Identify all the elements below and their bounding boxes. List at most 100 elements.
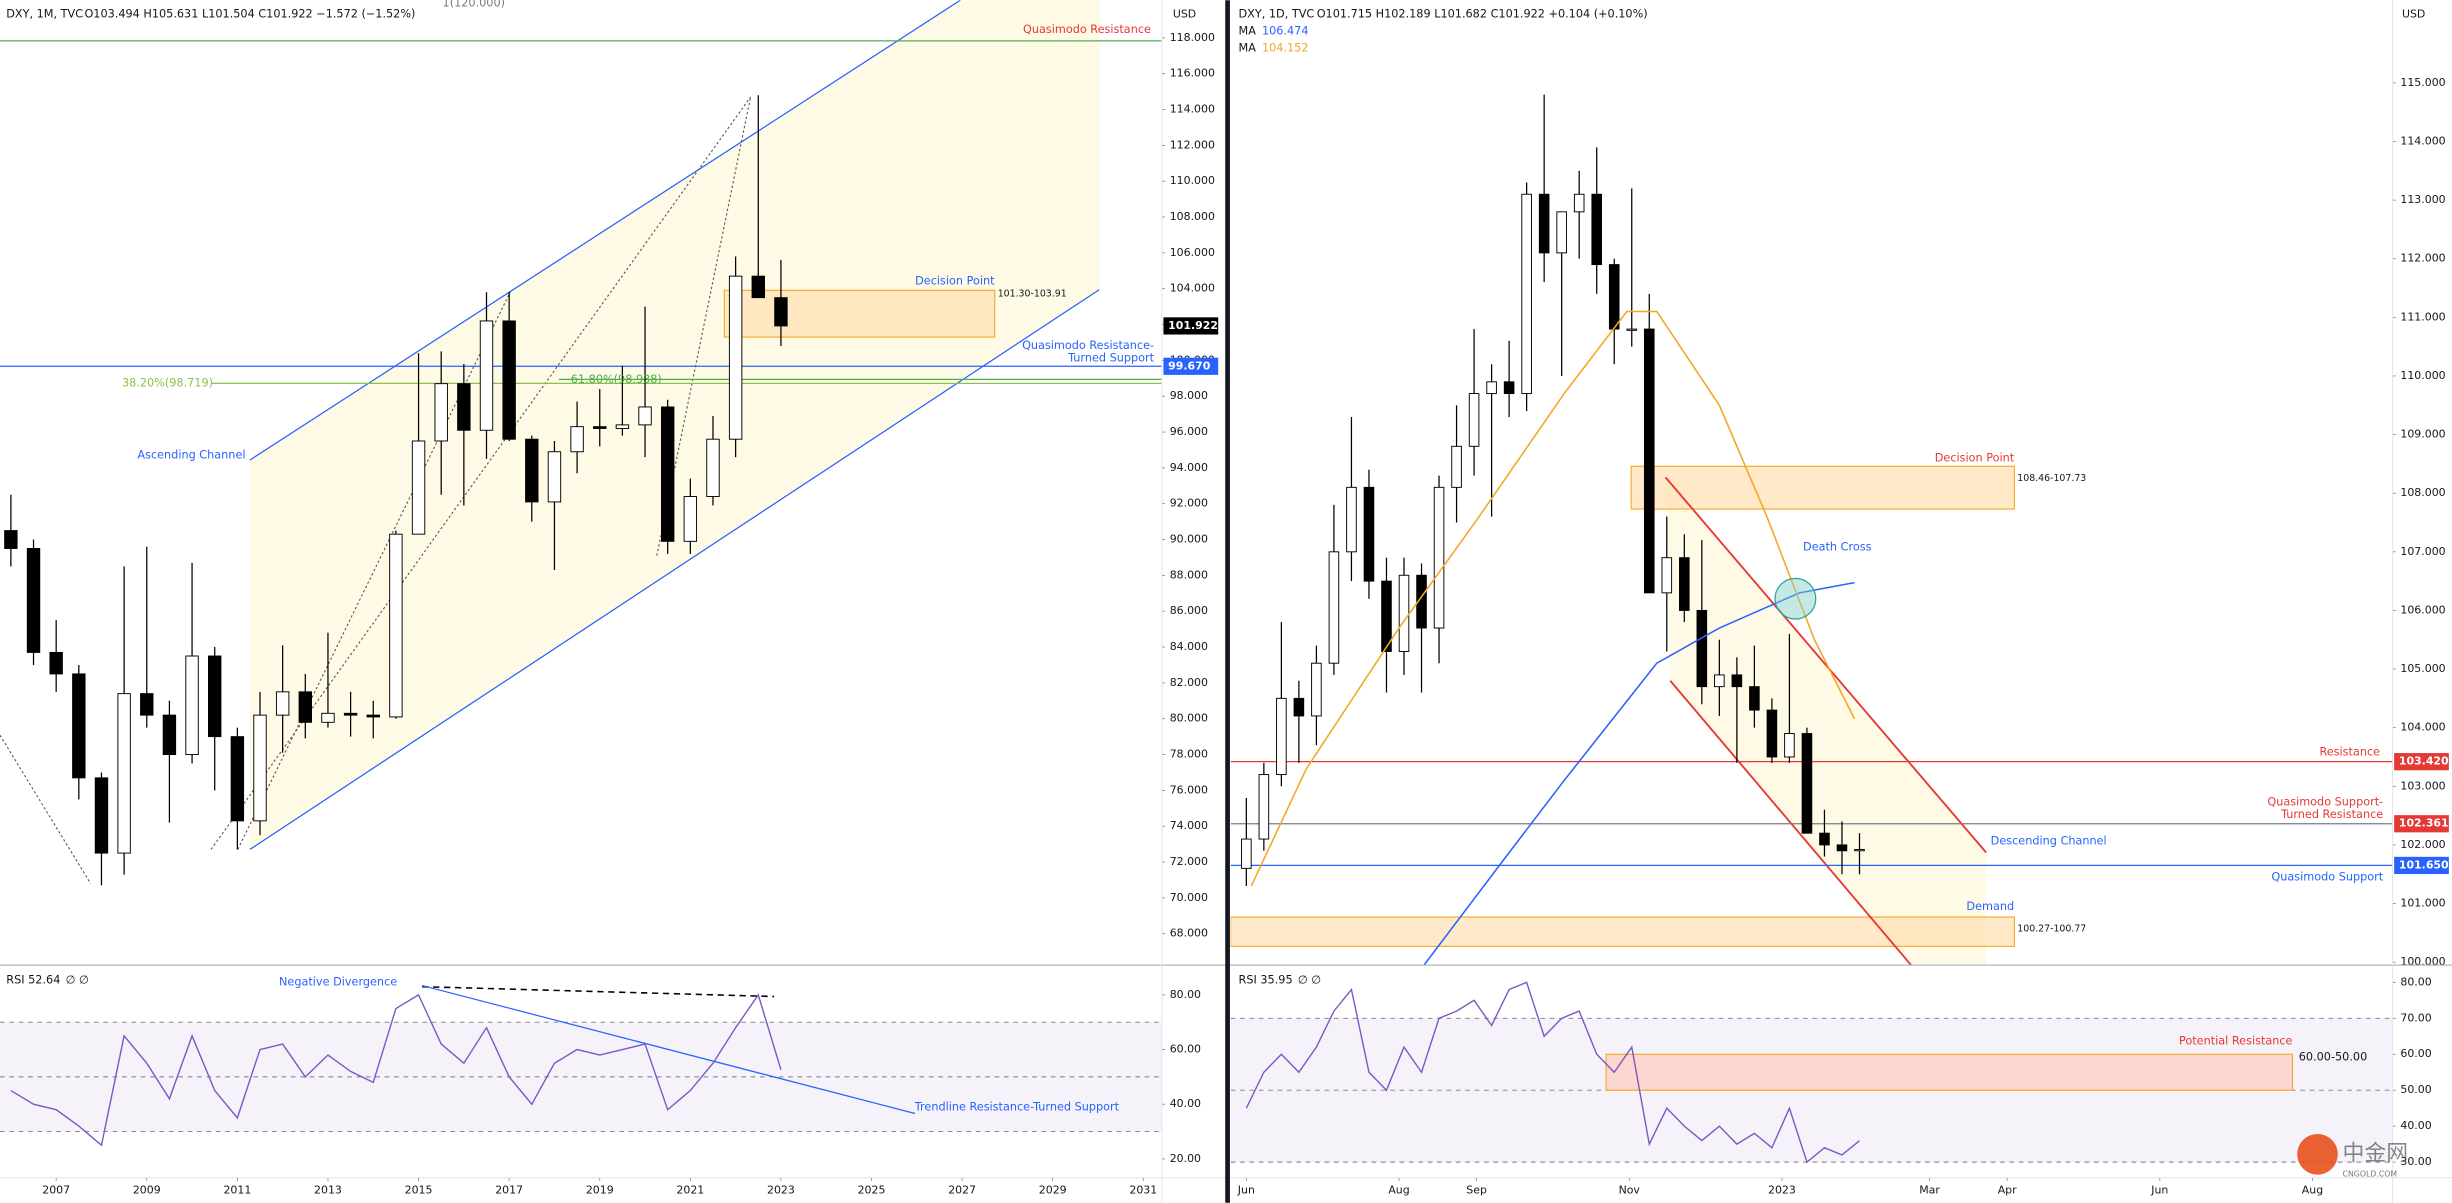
x-tick-label: 2009 [133,1183,161,1196]
candle-body [1451,445,1462,488]
y-tick-label: 116.000 [1170,67,1215,80]
fib-label: 61.80%(98.938) [571,373,662,386]
last-price-box [1163,317,1219,335]
y-tick-label: 112.000 [1170,138,1215,151]
annotation: Death Cross [1803,541,1872,554]
channel-line [1669,680,1912,966]
y-tick-label: 106.000 [1170,246,1215,259]
dotted-line [0,734,92,884]
level-name: Quasimodo Support- [2267,795,2383,808]
level-name: Resistance [2319,745,2380,758]
channel-line [1664,476,1987,854]
candle-body [525,438,539,503]
price-box [2394,753,2449,771]
candle-body [638,406,652,426]
candle-body [140,693,154,716]
ohlc: O101.715 H102.189 L101.682 C101.922 +0.1… [1317,7,1648,20]
ma-name: MA [1239,42,1257,55]
y-tick-label: 68.000 [1170,927,1208,940]
currency: USD [2402,7,2425,20]
zone-label: 108.46-107.73 [2017,473,2086,484]
candle-body [1276,697,1287,776]
rsi-zone [1605,1053,2294,1091]
x-tick-label: 2023 [767,1183,795,1196]
candle-body [117,693,131,854]
zone [723,289,996,338]
chart-separator [1225,0,1230,1203]
death-cross [1774,577,1817,620]
level-name: Turned Resistance [2280,808,2383,821]
y-tick-label: 102.000 [2400,838,2445,851]
candle-body [343,712,358,716]
y-tick-label: 113.000 [2400,193,2445,206]
candle-body [1801,733,1813,834]
fib-label: 38.20%(98.719) [122,376,213,389]
candle-body [1714,674,1725,688]
y-tick-label: 98.000 [1170,389,1208,402]
level-name: Quasimodo Resistance [1023,23,1151,36]
divergence-line [422,985,775,998]
candle-body [1416,574,1427,629]
ma-value: 106.474 [1262,25,1309,38]
candle-body [1258,774,1270,840]
y-tick-label: 107.000 [2400,545,2445,558]
x-tick-label: 2011 [223,1183,251,1196]
x-tick-label: Jun [1237,1183,1255,1196]
zone [1230,916,2015,947]
zone-name: Decision Point [1935,451,2015,464]
y-tick-label: 82.000 [1170,676,1208,689]
price-box [2394,815,2449,833]
fib-label: 1(120.000) [443,0,505,9]
ma-value: 104.152 [1262,42,1309,55]
candle-body [1749,686,1760,711]
left-rsi-pane [0,984,1162,1147]
level-name: Quasimodo Resistance- [1022,339,1154,352]
price-box-label: 101.650 [2399,858,2449,871]
candle-body [615,424,630,429]
annotation: Trendline Resistance-Turned Support [914,1100,1120,1113]
zone-label: 100.27-100.77 [2017,924,2086,935]
price-box [2394,856,2449,875]
y-tick-label: 72.000 [1170,855,1208,868]
y-tick-label: 111.000 [2400,310,2445,323]
y-tick-label: 70.000 [1170,891,1208,904]
y-tick-label: 94.000 [1170,461,1208,474]
x-tick-label: 2015 [405,1183,433,1196]
candle-body [389,533,403,718]
candle-body [366,714,380,718]
candle-body [185,655,199,756]
candle-body [593,426,607,429]
candle-body [1696,609,1708,688]
candle-body [1328,551,1340,664]
y-tick-label: 78.000 [1170,748,1208,761]
rsi-tick-label: 50.00 [2400,1083,2431,1096]
x-tick-label: 2013 [314,1183,342,1196]
candle-body [94,777,109,854]
y-tick-label: 88.000 [1170,568,1208,581]
y-tick-label: 118.000 [1170,31,1215,44]
y-tick-label: 76.000 [1170,783,1208,796]
candle-body [1661,557,1673,594]
x-tick-label: Apr [1998,1183,2017,1196]
y-tick-label: 86.000 [1170,604,1208,617]
rsi-value: 52.64 [28,974,60,987]
y-tick-label: 115.000 [2400,76,2445,89]
candle-body [1643,328,1655,594]
candle-body [1363,486,1375,582]
price-box-label: 103.420 [2399,755,2449,768]
candle-body [253,714,267,822]
rsi-value: 35.95 [1260,974,1292,987]
candle-body [457,383,471,431]
x-tick-label: 2031 [1129,1183,1157,1196]
rsi-line [1245,981,1860,1164]
candle-body [706,438,720,498]
ma-name: MA [1239,25,1257,38]
candle-body [479,320,494,431]
x-tick-label: Mar [1919,1183,1940,1196]
candle-body [4,530,18,549]
candle-body [1784,733,1795,758]
annotation: Negative Divergence [279,975,397,988]
right-price-pane [1230,94,2393,966]
x-tick-label: Aug [2302,1183,2323,1196]
zone-name: Decision Point [915,275,995,288]
